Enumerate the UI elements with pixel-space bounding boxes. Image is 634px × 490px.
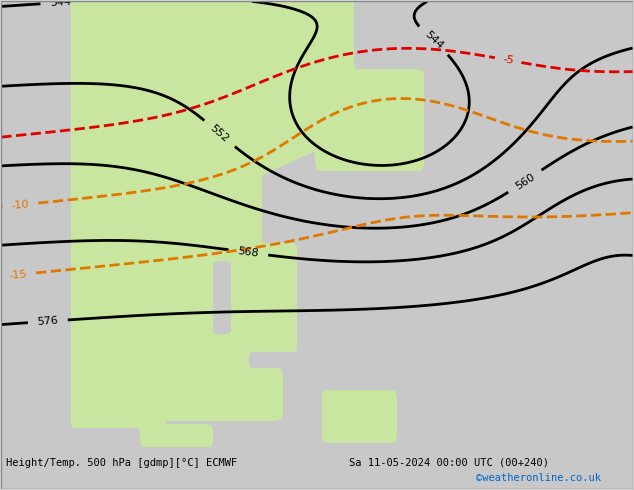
- Text: 568: 568: [237, 246, 259, 259]
- Text: -15: -15: [9, 269, 28, 280]
- Text: Height/Temp. 500 hPa [gdmp][°C] ECMWF: Height/Temp. 500 hPa [gdmp][°C] ECMWF: [6, 458, 238, 468]
- Text: -5: -5: [501, 54, 514, 66]
- Text: 544: 544: [422, 29, 444, 51]
- Text: -10: -10: [11, 199, 30, 211]
- Text: ©weatheronline.co.uk: ©weatheronline.co.uk: [476, 473, 600, 483]
- Text: 552: 552: [208, 123, 231, 144]
- Text: Sa 11-05-2024 00:00 UTC (00+240): Sa 11-05-2024 00:00 UTC (00+240): [349, 458, 548, 468]
- Text: 576: 576: [37, 316, 59, 327]
- Text: 560: 560: [514, 172, 536, 191]
- Text: 544: 544: [49, 0, 72, 8]
